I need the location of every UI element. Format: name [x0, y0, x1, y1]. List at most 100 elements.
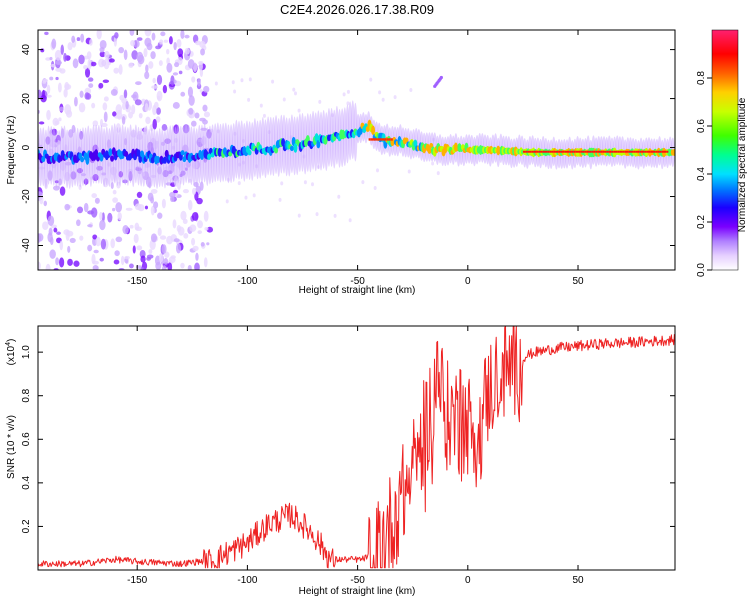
spectrogram-blob	[107, 212, 113, 223]
snr-y-tick-label: 0.6	[21, 432, 32, 446]
spectrogram-blob	[63, 52, 67, 62]
spectrogram-blob	[137, 54, 145, 65]
spectrogram-blob	[49, 56, 53, 61]
spectrogram-core-cell	[562, 150, 565, 153]
spectrogram-blob	[346, 89, 350, 94]
spectrogram-core-cell	[558, 150, 561, 153]
spectrogram-blob	[98, 58, 105, 68]
spectrogram-blob	[191, 187, 197, 195]
spectrogram-blob	[315, 212, 319, 217]
colorbar-label: Normalized spectral amplitude	[737, 97, 748, 232]
spectrogram-x-tick-label: -150	[127, 276, 147, 287]
spectrogram-y-tick-label: -40	[21, 238, 32, 253]
spectrogram-blob	[103, 111, 108, 123]
spectrogram-blob	[113, 67, 120, 74]
spectrogram-blob	[117, 212, 122, 221]
spectrogram-blob	[167, 262, 173, 270]
spectrogram-blob	[342, 92, 346, 97]
spectrogram-blob	[92, 260, 99, 265]
spectrogram-core-cell	[648, 150, 651, 153]
spectrogram-x-tick-label: -100	[237, 276, 257, 287]
spectrogram-blob	[393, 95, 397, 100]
spectrogram-core-cell	[531, 150, 534, 153]
spectrogram-core-cell	[655, 150, 658, 153]
spectrogram-blob	[158, 253, 164, 263]
snr-x-tick-label: -50	[350, 575, 365, 586]
spectrogram-blob	[164, 251, 170, 258]
spectrogram-blob	[303, 180, 307, 185]
spectrogram-blob	[177, 56, 183, 66]
spectrogram-blob	[166, 62, 173, 73]
spectrogram-blob	[159, 235, 167, 240]
spectrogram-blob	[333, 213, 337, 218]
spectrogram-core-cell	[615, 150, 618, 153]
figure-title: C2E4.2026.026.17.38.R09	[280, 2, 434, 17]
spectrogram-blob	[84, 67, 91, 78]
spectrogram-blob	[90, 207, 98, 218]
spectrogram-blob	[38, 261, 41, 270]
spectrogram-x-tick-label: 0	[465, 276, 471, 287]
spectrogram-blob	[177, 48, 184, 57]
spectrogram-blob	[64, 81, 70, 91]
spectrogram-blob	[129, 224, 134, 229]
spectrogram-blob	[49, 249, 56, 259]
spectrogram-blob	[183, 233, 189, 239]
spectrogram-blob	[152, 77, 156, 84]
spectrogram-blob	[191, 120, 197, 127]
spectrogram-blob	[110, 89, 118, 96]
spectrogram-blob	[132, 245, 136, 254]
snr-series-line	[38, 326, 675, 569]
spectrogram-blob	[202, 104, 208, 112]
colorbar-gradient	[711, 29, 739, 271]
spectrogram-core-cell	[384, 138, 387, 141]
spectrogram-blob	[144, 37, 152, 47]
spectrogram-blob	[79, 90, 84, 98]
spectrogram-blob	[118, 267, 125, 270]
spectrogram-blob	[150, 51, 156, 60]
spectrogram-blob	[44, 31, 49, 36]
spectrogram-blob	[55, 60, 62, 65]
spectrogram-blob	[231, 80, 235, 85]
spectrogram-blob	[114, 115, 121, 119]
spectrogram-blob	[123, 49, 128, 61]
spectrogram-blob	[121, 102, 127, 111]
spectrogram-core-cell	[580, 150, 583, 153]
spectrogram-blob	[244, 195, 248, 200]
spectrogram-blob	[144, 71, 150, 80]
spectrogram-blob	[199, 181, 204, 191]
spectrogram-core-cell	[573, 150, 576, 153]
spectrogram-track-cell	[124, 150, 129, 158]
spectrogram-blob	[87, 210, 95, 215]
spectrogram-core-cell	[547, 150, 550, 153]
snr-x-tick-label: -100	[237, 575, 257, 586]
spectrogram-blob	[115, 236, 123, 243]
spectrogram-blob	[73, 260, 80, 267]
spectrogram-blob	[135, 81, 142, 86]
spectrogram-blob	[166, 48, 170, 55]
spectrogram-blob	[128, 263, 134, 269]
spectrogram-blob	[173, 42, 177, 51]
spectrogram-core-cell	[650, 150, 653, 153]
spectrogram-blob	[131, 94, 137, 99]
spectrogram-blob	[173, 190, 179, 194]
colorbar-tick-label: 0.2	[696, 215, 707, 229]
spectrogram-blob	[187, 59, 195, 69]
spectrogram-blob	[194, 112, 200, 119]
spectrogram-blob	[153, 201, 159, 209]
spectrogram-track-cell	[293, 143, 298, 153]
spectrogram-blob	[187, 264, 192, 270]
spectrogram-core-cell	[388, 138, 391, 141]
spectrogram-blob	[124, 255, 130, 260]
spectrogram-heatmap	[38, 30, 675, 270]
spectrogram-x-axis-label: Height of straight line (km)	[299, 285, 416, 296]
snr-x-tick-label: -150	[127, 575, 147, 586]
spectrogram-blob	[153, 101, 159, 109]
spectrogram-core-cell	[584, 150, 587, 153]
spectrogram-blob	[90, 61, 97, 67]
spectrogram-blob	[40, 48, 45, 53]
spectrogram-blob	[59, 186, 66, 196]
spectrogram-blob	[292, 87, 296, 92]
spectrogram-blob	[169, 191, 176, 198]
spectrogram-blob	[55, 257, 59, 266]
spectrogram-core-cell	[553, 150, 556, 153]
